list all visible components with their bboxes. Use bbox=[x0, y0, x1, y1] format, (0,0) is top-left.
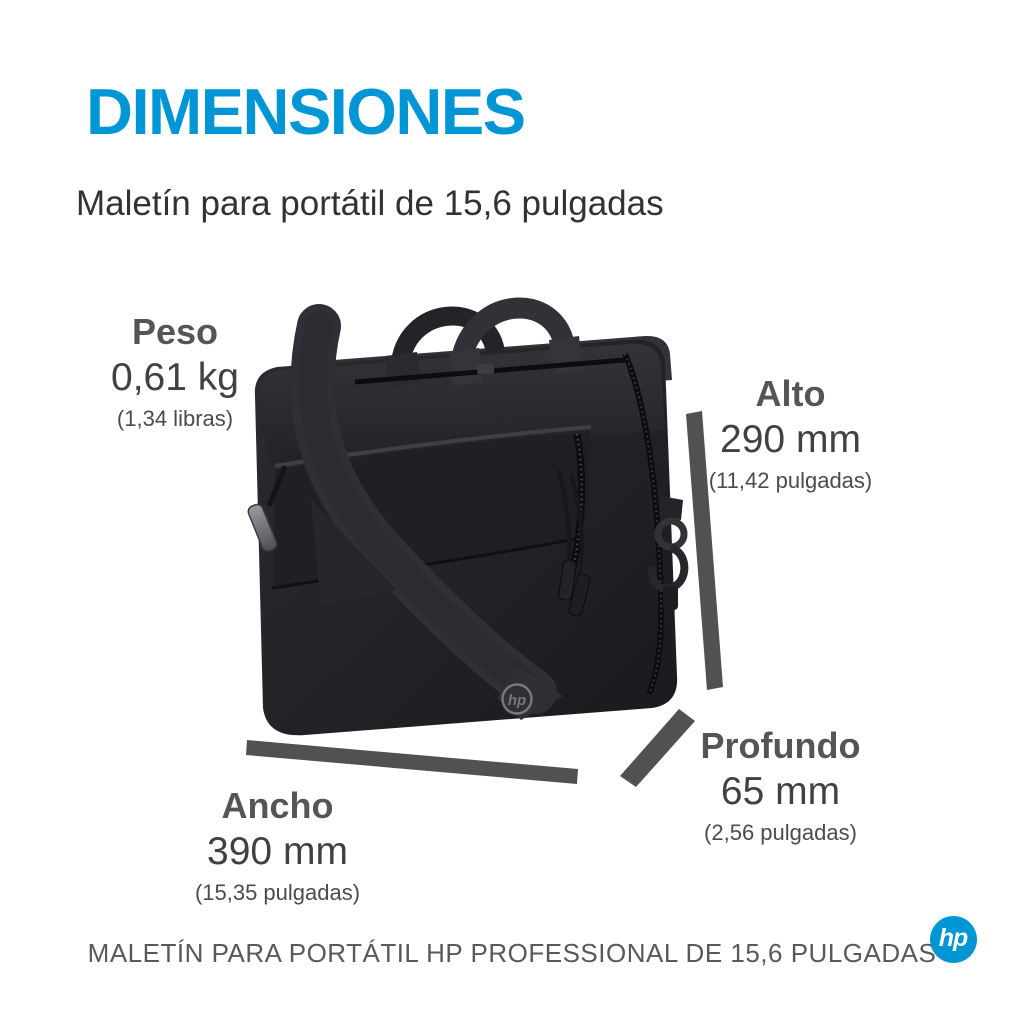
pocket-zipper-teeth bbox=[567, 433, 583, 587]
side-clip-body bbox=[663, 586, 678, 610]
strap-fold bbox=[311, 500, 397, 606]
dimension-value: 65 mm bbox=[720, 769, 841, 813]
zipper-pull-cord bbox=[557, 469, 572, 565]
shoulder-strap-inner bbox=[298, 312, 549, 706]
side-d-ring bbox=[654, 517, 688, 551]
zipper-pull-cord bbox=[569, 473, 584, 581]
hp-logo-icon: hp bbox=[930, 916, 977, 963]
dimension-alt-value: (2,56 pulgadas) bbox=[704, 820, 857, 846]
handle-anchor bbox=[449, 348, 483, 386]
side-clip-tab bbox=[659, 496, 683, 520]
dimension-profundo: Profundo 65 mm (2,56 pulgadas) bbox=[688, 726, 873, 846]
handle-anchor bbox=[385, 352, 421, 388]
dimension-label: Alto bbox=[755, 373, 826, 414]
hp-logo-text: hp bbox=[938, 923, 969, 952]
zipper-pull bbox=[568, 573, 591, 617]
laptop-bag-illustration: hp bbox=[247, 297, 689, 736]
page-subtitle: Maletín para portátil de 15,6 pulgadas bbox=[76, 184, 664, 223]
handle-anchor bbox=[549, 336, 583, 374]
dimension-peso: Peso 0,61 kg (1,34 libras) bbox=[85, 312, 265, 432]
dimension-value: 0,61 kg bbox=[111, 355, 239, 399]
dimension-alto: Alto 290 mm (11,42 pulgadas) bbox=[698, 374, 883, 494]
dimension-label: Profundo bbox=[700, 725, 861, 766]
left-pull-cord bbox=[266, 465, 288, 507]
dimension-alt-value: (15,35 pulgadas) bbox=[194, 880, 361, 906]
dimension-alt-value: (1,34 libras) bbox=[116, 406, 234, 432]
bag-rear-handle bbox=[390, 306, 506, 378]
dimension-value: 390 mm bbox=[207, 829, 348, 873]
dimension-alt-value: (11,42 pulgadas) bbox=[708, 468, 873, 494]
bag-front-handle bbox=[449, 297, 576, 379]
left-metal-pull bbox=[247, 503, 278, 552]
dimension-value: 290 mm bbox=[720, 417, 861, 461]
top-zipper-slider bbox=[476, 363, 495, 375]
side-carabiner bbox=[648, 544, 689, 593]
dimension-label: Peso bbox=[131, 311, 219, 352]
page-title: DIMENSIONES bbox=[86, 75, 526, 148]
footer-caption: MALETÍN PARA PORTÁTIL HP PROFESSIONAL DE… bbox=[87, 938, 937, 968]
bag-hp-logo-text: hp bbox=[508, 692, 526, 709]
dimension-label: Ancho bbox=[221, 785, 334, 826]
dimension-ancho: Ancho 390 mm (15,35 pulgadas) bbox=[190, 786, 365, 906]
main-zipper-teeth bbox=[624, 353, 663, 695]
zipper-pull bbox=[558, 559, 577, 601]
bag-hp-logo-icon bbox=[501, 683, 533, 715]
